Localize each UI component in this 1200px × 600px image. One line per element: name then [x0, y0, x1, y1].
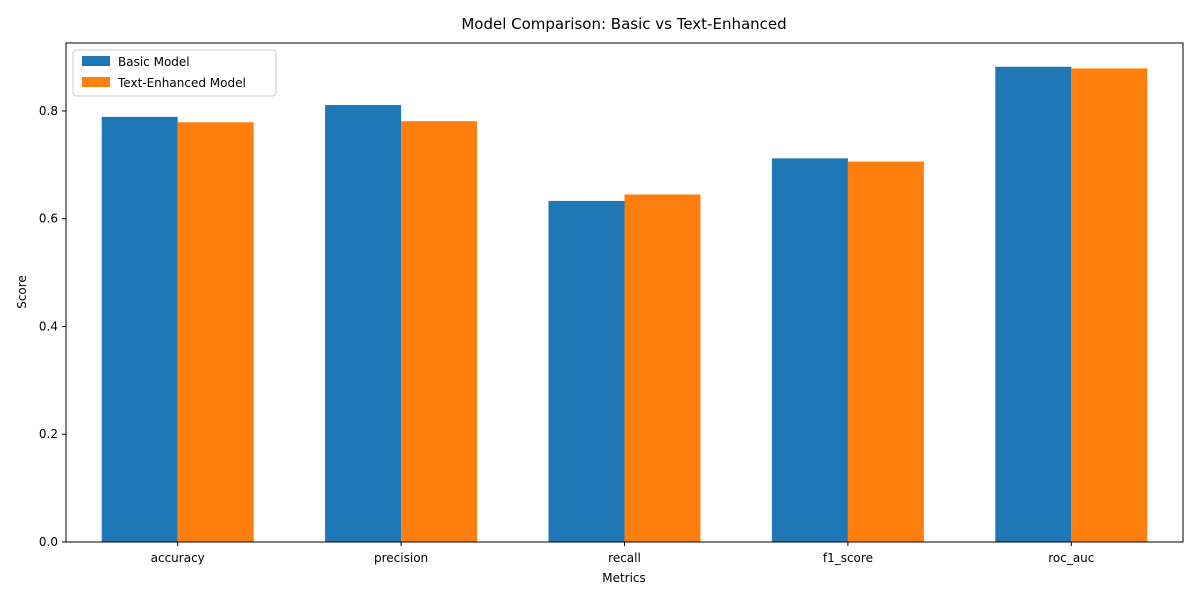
bar-text-enhanced-accuracy	[177, 122, 254, 543]
legend-label: Text-Enhanced Model	[117, 76, 246, 90]
bar-basic-f1_score	[771, 158, 848, 542]
bar-text-enhanced-precision	[401, 121, 478, 543]
plot-area	[101, 66, 1148, 543]
bar-text-enhanced-f1_score	[847, 161, 924, 542]
x-tick-label: accuracy	[151, 551, 205, 565]
bar-basic-recall	[548, 200, 625, 542]
y-axis: 0.0 0.2 0.4 0.6 0.8	[39, 104, 66, 549]
legend-box	[72, 49, 277, 97]
x-tick-label: f1_score	[823, 551, 873, 565]
legend-swatch	[82, 77, 110, 87]
bar-text-enhanced-roc_auc	[1071, 68, 1148, 543]
x-axis: accuracy precision recall f1_score roc_auc	[151, 542, 1094, 565]
y-tick-label: 0.8	[39, 104, 58, 118]
bar-basic-precision	[325, 105, 402, 542]
y-tick-label: 0.6	[39, 212, 58, 226]
x-axis-label: Metrics	[602, 571, 646, 585]
bar-basic-roc_auc	[995, 66, 1072, 542]
legend-swatch	[82, 56, 110, 66]
bar-text-enhanced-recall	[624, 194, 701, 542]
legend-label: Basic Model	[118, 55, 190, 69]
x-tick-label: recall	[608, 551, 641, 565]
chart-title: Model Comparison: Basic vs Text-Enhanced	[461, 15, 786, 33]
legend: Basic Model Text-Enhanced Model	[72, 49, 277, 97]
x-tick-label: precision	[374, 551, 428, 565]
y-axis-label: Score	[15, 275, 29, 309]
y-tick-label: 0.0	[39, 535, 58, 549]
y-tick-label: 0.4	[39, 319, 58, 333]
x-tick-label: roc_auc	[1048, 551, 1094, 565]
y-tick-label: 0.2	[39, 427, 58, 441]
bar-basic-accuracy	[101, 116, 178, 543]
